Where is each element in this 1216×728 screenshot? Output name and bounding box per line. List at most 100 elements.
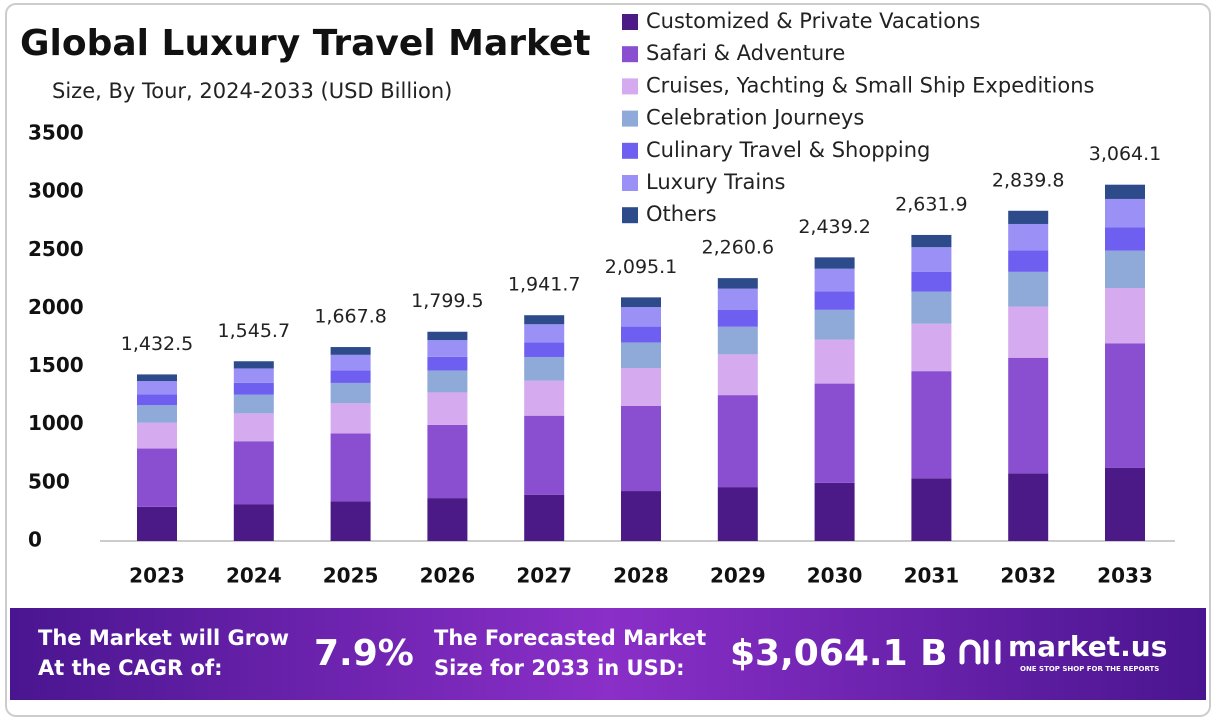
bar-segment	[621, 491, 661, 541]
y-tick-label: 1000	[28, 411, 84, 435]
bar-segment	[717, 354, 758, 396]
total-label: 3,064.1	[1089, 143, 1162, 165]
total-label: 1,432.5	[121, 333, 194, 355]
x-tick-label: 2029	[710, 564, 766, 588]
bar-segment	[427, 498, 468, 541]
footer-banner	[10, 608, 1206, 700]
bar-segment	[427, 370, 468, 393]
bar-segment	[1105, 198, 1145, 228]
bar-segment	[1105, 343, 1145, 468]
bar-segment	[911, 478, 952, 541]
bar-segment	[1105, 250, 1145, 289]
total-label: 2,260.6	[702, 237, 775, 259]
bar-segment	[330, 403, 371, 434]
total-label: 2,095.1	[605, 256, 678, 278]
bar-segment	[621, 368, 661, 406]
legend-label: Cruises, Yachting & Small Ship Expeditio…	[646, 73, 1094, 97]
bar-segment	[233, 382, 274, 395]
bar-segment	[1008, 210, 1049, 224]
bar-segment	[814, 482, 855, 541]
footer-text: Size for 2033 in USD:	[434, 656, 685, 680]
bar-segment	[717, 309, 758, 327]
bar-segment	[524, 415, 565, 495]
total-label: 1,545.7	[218, 320, 291, 342]
bar-segment	[621, 405, 661, 492]
footer: The Market will Grow At the CAGR of: 7.9…	[38, 626, 1167, 680]
legend-swatch	[622, 207, 638, 224]
bar-segment	[717, 278, 758, 289]
y-tick-label: 3000	[28, 179, 84, 203]
bar-segment	[137, 506, 177, 541]
x-tick-label: 2033	[1097, 564, 1153, 588]
bar-segment	[814, 309, 855, 340]
bar-segment	[137, 374, 177, 382]
bar-segment	[911, 247, 952, 272]
bar-segment	[717, 395, 758, 488]
bar-segment	[911, 323, 952, 372]
bar-segment	[330, 382, 371, 404]
y-tick-label: 1500	[28, 353, 84, 377]
bar-segment	[137, 405, 177, 423]
legend-swatch	[622, 175, 638, 191]
bar-segment	[330, 433, 371, 502]
bar-segment	[911, 271, 952, 292]
bar-segment	[427, 356, 468, 371]
bar-segment	[1008, 271, 1049, 307]
bar-segment	[137, 422, 177, 449]
bar-segment	[814, 339, 855, 384]
x-tick-label: 2025	[323, 564, 379, 588]
bar-segment	[524, 324, 565, 343]
bar-segment	[427, 424, 468, 499]
bar-segment	[330, 347, 371, 355]
bar-segment	[1008, 223, 1049, 251]
bar-segment	[1008, 250, 1049, 272]
legend-swatch	[622, 14, 638, 30]
x-tick-label: 2032	[1000, 564, 1056, 588]
x-tick-label: 2031	[904, 564, 960, 588]
y-tick-label: 0	[28, 528, 42, 552]
bar-segment	[137, 448, 177, 507]
bar-segment	[1008, 357, 1049, 474]
bar-segment	[717, 288, 758, 310]
footer-value: $3,064.1 B	[730, 633, 948, 674]
bar-segment	[621, 326, 661, 343]
x-tick-label: 2023	[129, 564, 185, 588]
bar-segment	[1105, 288, 1145, 344]
y-tick-label: 2500	[28, 237, 84, 261]
y-tick-label: 500	[28, 469, 70, 493]
bar-segment	[233, 441, 274, 505]
bar-segment	[911, 234, 952, 248]
bar-segment	[814, 291, 855, 310]
bar-segment	[524, 494, 565, 541]
bar-segment	[330, 354, 371, 371]
bar-segment	[233, 361, 274, 369]
y-tick-label: 2000	[28, 295, 84, 319]
legend-label: Luxury Trains	[646, 170, 785, 194]
bar-segment	[524, 342, 565, 357]
bar-segment	[137, 381, 177, 395]
legend-swatch	[622, 46, 638, 63]
bar-segment	[814, 257, 855, 269]
frame	[5, 3, 1211, 717]
bar-segment	[1105, 227, 1145, 251]
y-tick-label: 3500	[28, 121, 84, 145]
bar-segment	[911, 371, 952, 479]
bar-segment	[1105, 467, 1145, 541]
chart-title: Global Luxury Travel Market	[20, 23, 591, 64]
legend-label: Culinary Travel & Shopping	[646, 138, 930, 162]
brand: market.us	[1008, 630, 1167, 663]
bar-segment	[621, 297, 661, 308]
legend-swatch	[622, 142, 638, 159]
bar-segment	[233, 504, 274, 541]
chart-subtitle: Size, By Tour, 2024-2033 (USD Billion)	[52, 79, 452, 103]
bar-segment	[814, 268, 855, 292]
legend-label: Others	[646, 202, 717, 226]
bar-segment	[1008, 473, 1049, 541]
bar-segment	[330, 370, 371, 383]
bar-segment	[911, 291, 952, 324]
bar-segment	[814, 383, 855, 483]
footer-value: 7.9%	[314, 633, 414, 674]
footer-text: The Market will Grow	[38, 626, 289, 650]
